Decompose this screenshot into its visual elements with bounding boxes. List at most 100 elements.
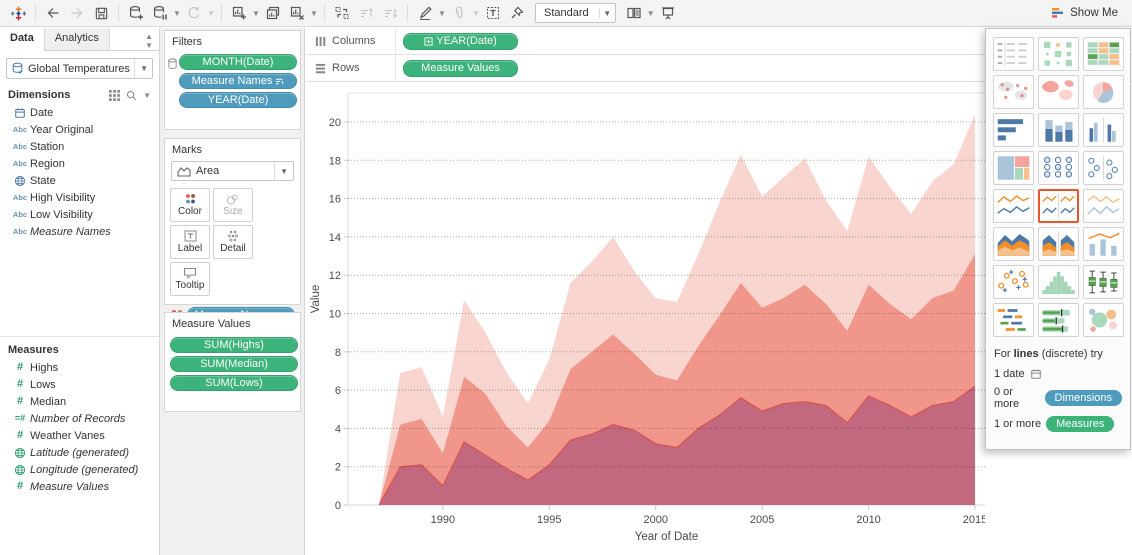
save-icon[interactable] — [89, 2, 113, 24]
show-me-symbol-map[interactable] — [993, 75, 1034, 109]
show-me-scatter-plot[interactable] — [993, 265, 1034, 299]
measure-latitude-generated-[interactable]: Latitude (generated) — [0, 444, 159, 461]
show-me-highlight-table[interactable] — [1083, 37, 1124, 71]
fix-axes-icon[interactable] — [505, 2, 529, 24]
show-me-lines-discrete[interactable] — [1038, 189, 1079, 223]
area-chart[interactable]: 0 2 4 6 8 10 12 14 16 18 20 1990 1995 2000 2005 2010 201… — [305, 82, 985, 555]
field-label: Weather Vanes — [30, 429, 105, 442]
columns-pill-year-date-[interactable]: YEAR(Date) — [403, 32, 518, 50]
show-me-pie-chart[interactable] — [1083, 75, 1124, 109]
show-me-side-by-side-bars[interactable] — [1083, 113, 1124, 147]
show-me-button[interactable]: Show Me — [1043, 4, 1126, 22]
view-grid-icon[interactable] — [109, 89, 121, 101]
mark-type-caret-icon[interactable]: ▼ — [274, 162, 288, 180]
measure-highs[interactable]: # Highs — [0, 359, 159, 376]
measure-lows[interactable]: # Lows — [0, 376, 159, 393]
filter-pill-year-date-[interactable]: YEAR(Date) — [179, 92, 297, 108]
fit-mode-select[interactable]: Standard ▼ — [535, 3, 616, 23]
show-me-lines-continuous[interactable] — [993, 189, 1034, 223]
filter-pill-measure-names[interactable]: Measure Names — [179, 73, 297, 89]
show-me-filled-map[interactable] — [1038, 75, 1079, 109]
undo-icon[interactable] — [41, 2, 65, 24]
fit-mode-caret-icon[interactable]: ▼ — [598, 8, 615, 18]
chart-view[interactable]: 0 2 4 6 8 10 12 14 16 18 20 1990 1995 2000 2005 2010 201… — [305, 82, 985, 555]
dimension-state[interactable]: State — [0, 172, 159, 189]
measure-number-of-records[interactable]: =# Number of Records — [0, 410, 159, 427]
highlight-icon-caret[interactable]: ▼ — [438, 8, 446, 18]
show-me-hints: For lines (discrete) try 1 date 0 or more… — [986, 339, 1130, 432]
rows-pill-measure-values[interactable]: Measure Values — [403, 59, 518, 77]
show-me-dual-combination[interactable] — [1083, 227, 1124, 261]
sort-descending-icon — [378, 2, 402, 24]
datasource-selector[interactable]: Global Temperatures ▼ — [6, 58, 153, 79]
area-series-lows[interactable] — [379, 386, 976, 505]
dimension-measure-names[interactable]: Abc Measure Names — [0, 223, 159, 240]
dual-lines-icon — [1085, 191, 1122, 221]
dimension-low-visibility[interactable]: Abc Low Visibility — [0, 206, 159, 223]
pause-auto-updates-icon-caret[interactable]: ▼ — [173, 8, 181, 18]
circle-views-icon — [1040, 153, 1077, 183]
new-worksheet-icon[interactable] — [227, 2, 251, 24]
mark-type-dropdown[interactable]: Area ▼ — [171, 161, 294, 181]
show-me-box-and-whisker[interactable] — [1083, 265, 1124, 299]
measure-measure-values[interactable]: # Measure Values — [0, 478, 159, 495]
measure-values-pill-sum-lows-[interactable]: SUM(Lows) — [170, 375, 298, 391]
measure-longitude-generated-[interactable]: Longitude (generated) — [0, 461, 159, 478]
text-label-icon[interactable] — [481, 2, 505, 24]
pane-menu-caret-icon[interactable]: ▼ — [143, 90, 151, 100]
show-me-circle-views[interactable] — [1038, 151, 1079, 185]
dimension-region[interactable]: Abc Region — [0, 155, 159, 172]
show-me-gantt[interactable] — [993, 303, 1034, 337]
area-mark-icon — [177, 166, 191, 177]
dimension-date[interactable]: Date — [0, 104, 159, 121]
y-tick-label: 8 — [335, 347, 341, 359]
show-me-area-continuous[interactable] — [993, 227, 1034, 261]
clear-sheet-icon[interactable] — [285, 2, 309, 24]
show-hide-cards-icon[interactable] — [622, 2, 646, 24]
show-me-dual-lines[interactable] — [1083, 189, 1124, 223]
datasource-caret-icon[interactable]: ▼ — [134, 59, 148, 78]
clear-sheet-icon-caret[interactable]: ▼ — [310, 8, 318, 18]
dimension-year-original[interactable]: Abc Year Original — [0, 121, 159, 138]
swap-rows-columns-icon[interactable] — [330, 2, 354, 24]
new-worksheet-icon-caret[interactable]: ▼ — [252, 8, 260, 18]
new-data-source-icon[interactable] — [124, 2, 148, 24]
pane-collapse-icon[interactable]: ▲ ▼ — [145, 32, 153, 50]
dimension-high-visibility[interactable]: Abc High Visibility — [0, 189, 159, 206]
packed-bubbles-icon — [1085, 305, 1122, 335]
show-me-text-table[interactable] — [993, 37, 1034, 71]
show-hide-cards-icon-caret[interactable]: ▼ — [646, 8, 655, 18]
tab-data[interactable]: Data — [0, 28, 45, 51]
show-me-stacked-bars[interactable] — [1038, 113, 1079, 147]
tableau-logo-icon[interactable] — [6, 2, 30, 24]
search-icon[interactable] — [126, 90, 137, 101]
color-button[interactable]: Color — [170, 188, 210, 222]
tooltip-button[interactable]: Tooltip — [170, 262, 210, 296]
label-button[interactable]: Label — [170, 225, 210, 259]
show-me-treemap[interactable] — [993, 151, 1034, 185]
show-me-histogram[interactable] — [1038, 265, 1079, 299]
rows-label: Rows — [332, 62, 360, 74]
show-me-horizontal-bars[interactable] — [993, 113, 1034, 147]
x-tick-label: 2005 — [750, 514, 774, 526]
show-me-packed-bubbles[interactable] — [1083, 303, 1124, 337]
presentation-mode-icon[interactable] — [656, 2, 680, 24]
y-tick-label: 6 — [335, 385, 341, 397]
dimension-station[interactable]: Abc Station — [0, 138, 159, 155]
show-me-side-by-side-circles[interactable] — [1083, 151, 1124, 185]
histogram-icon — [1040, 267, 1077, 297]
measure-weather-vanes[interactable]: # Weather Vanes — [0, 427, 159, 444]
show-me-bullet-graph[interactable] — [1038, 303, 1079, 337]
duplicate-sheet-icon[interactable] — [261, 2, 285, 24]
measure-median[interactable]: # Median — [0, 393, 159, 410]
show-me-area-discrete[interactable] — [1038, 227, 1079, 261]
filter-pill-month-date-[interactable]: MONTH(Date) — [179, 54, 297, 70]
size-icon — [226, 193, 240, 205]
pause-auto-updates-icon[interactable] — [148, 2, 172, 24]
detail-button[interactable]: Detail — [213, 225, 253, 259]
tab-analytics[interactable]: Analytics — [44, 28, 110, 50]
highlight-icon[interactable] — [413, 2, 437, 24]
measure-values-pill-sum-highs-[interactable]: SUM(Highs) — [170, 337, 298, 353]
measure-values-pill-sum-median-[interactable]: SUM(Median) — [170, 356, 298, 372]
show-me-heat-map[interactable] — [1038, 37, 1079, 71]
